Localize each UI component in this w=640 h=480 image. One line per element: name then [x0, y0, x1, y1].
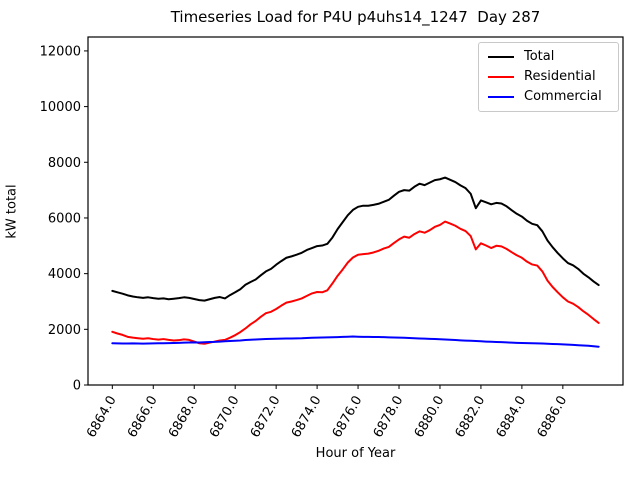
x-tick-label: 6872.0: [248, 394, 284, 441]
legend-entry-total: Total: [488, 48, 612, 66]
axes-frame: [87, 36, 624, 386]
legend-entry-residential: Residential: [488, 68, 612, 86]
y-tick-label: 12000: [40, 44, 81, 59]
y-tick-label: 10000: [40, 100, 81, 115]
x-axis-label: Hour of Year: [315, 446, 396, 461]
residential-line-swatch: [488, 76, 514, 78]
legend-entry-commercial: Commercial: [488, 88, 612, 106]
x-tick-label: 6876.0: [330, 394, 366, 441]
commercial-line-swatch: [488, 96, 514, 98]
y-tick-label: 2000: [48, 323, 81, 338]
chart-title: Timeseries Load for P4U p4uhs14_1247 Day…: [170, 8, 541, 26]
x-tick-label: 6870.0: [207, 394, 243, 441]
total-line-swatch: [488, 56, 514, 58]
x-tick-label: 6884.0: [494, 394, 530, 441]
series-line-total: [111, 176, 600, 302]
x-tick-label: 6886.0: [535, 394, 571, 441]
x-tick-label: 6880.0: [412, 394, 448, 441]
legend: Total Residential Commercial: [478, 42, 619, 112]
y-tick-label: 8000: [48, 156, 81, 171]
x-tick-label: 6868.0: [166, 394, 202, 441]
series-line-commercial: [111, 335, 600, 348]
x-tick-label: 6882.0: [453, 394, 489, 441]
y-tick-label: 6000: [48, 211, 81, 226]
x-tick-label: 6878.0: [371, 394, 407, 441]
y-tick-label: 4000: [48, 267, 81, 282]
x-tick-label: 6866.0: [125, 394, 161, 441]
y-axis-label: kW total: [4, 184, 20, 239]
series-line-residential: [111, 220, 600, 345]
y-axis-ticks: 0 2000 4000 6000 8000 10000 12000: [40, 44, 88, 394]
legend-label-commercial: Commercial: [524, 89, 602, 104]
x-axis-ticks: 6864.0 6866.0 6868.0 6870.0 6872.0 6874.0 6876…: [84, 385, 570, 440]
y-tick-label: 0: [73, 379, 81, 394]
legend-label-residential: Residential: [524, 69, 596, 84]
x-tick-label: 6864.0: [84, 394, 120, 441]
x-tick-label: 6874.0: [289, 394, 325, 441]
legend-label-total: Total: [524, 49, 555, 64]
